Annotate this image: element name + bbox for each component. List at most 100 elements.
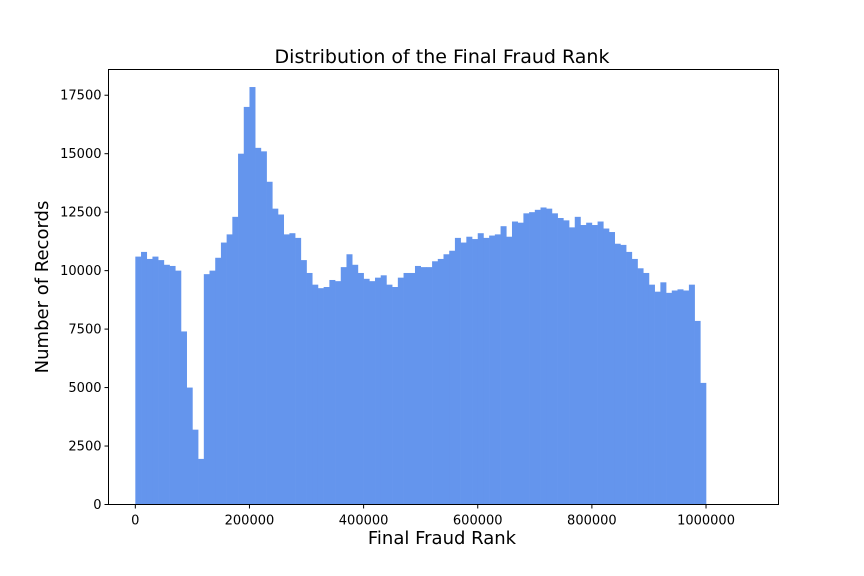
histogram-bar <box>614 243 621 505</box>
histogram-bar <box>369 281 376 505</box>
histogram-bar <box>472 239 479 505</box>
histogram-bar <box>660 282 667 505</box>
histogram-bar <box>529 212 536 505</box>
histogram-bar <box>260 151 267 505</box>
histogram-bar <box>243 106 250 505</box>
histogram-bar <box>597 221 604 505</box>
histogram-bar <box>346 254 353 505</box>
histogram-bar <box>420 267 427 505</box>
histogram-bar <box>580 225 587 505</box>
histogram-bar <box>386 284 393 505</box>
histogram-bar <box>295 237 302 505</box>
histogram-bar <box>392 287 399 505</box>
histogram-bar <box>449 250 456 505</box>
histogram-bar <box>289 233 296 505</box>
y-tick-label: 7500 <box>68 323 101 338</box>
histogram-bar <box>169 265 176 505</box>
x-tick-label: 0 <box>131 514 139 529</box>
histogram-bar <box>563 220 570 505</box>
histogram-bar <box>175 270 182 505</box>
y-tick-label: 17500 <box>60 89 101 104</box>
histogram-bar <box>534 209 541 505</box>
histogram-bar <box>637 268 644 505</box>
histogram-bar <box>626 251 633 505</box>
histogram-bar <box>152 256 159 505</box>
histogram-bar <box>620 244 627 505</box>
histogram-bars <box>135 87 707 505</box>
histogram-bar <box>312 284 319 505</box>
histogram-bar <box>506 236 513 505</box>
y-tick-label: 10000 <box>60 264 101 279</box>
histogram-bar <box>654 291 661 505</box>
histogram-bar <box>226 234 233 505</box>
histogram-bar <box>238 153 245 505</box>
histogram-bar <box>666 292 673 505</box>
histogram-bar <box>300 260 307 505</box>
histogram-bar <box>694 320 701 505</box>
histogram-bar <box>146 258 153 505</box>
histogram-bar <box>135 256 142 505</box>
histogram-bar <box>363 278 370 505</box>
histogram-bar <box>306 272 313 505</box>
x-tick-label: 600000 <box>453 514 503 529</box>
histogram-bar <box>700 382 707 505</box>
histogram-bar <box>283 234 290 505</box>
histogram-bar <box>454 237 461 505</box>
x-tick-label: 400000 <box>339 514 389 529</box>
histogram-bar <box>141 251 148 505</box>
histogram-bar <box>272 208 279 505</box>
histogram-bar <box>163 264 170 505</box>
histogram-bar <box>460 242 467 505</box>
histogram-bar <box>209 270 216 505</box>
histogram-bar <box>375 277 382 505</box>
plot-area-frame <box>108 69 779 505</box>
y-tick-label: 5000 <box>68 381 101 396</box>
histogram-bar <box>500 226 507 505</box>
histogram-bar <box>426 267 433 505</box>
histogram-bar <box>323 287 330 505</box>
histogram-bar <box>671 290 678 505</box>
histogram-bar <box>215 257 222 505</box>
histogram-bar <box>329 279 336 505</box>
histogram-bar <box>591 225 598 505</box>
y-tick-label: 0 <box>93 498 101 513</box>
histogram-bar <box>540 207 547 505</box>
histogram-bar <box>569 227 576 505</box>
histogram-bar <box>432 261 439 505</box>
histogram-bar <box>443 254 450 505</box>
histogram-bar <box>466 236 473 505</box>
x-axis: 0 200000 400000 600000 800000 1000000 <box>131 504 735 529</box>
histogram-bar <box>232 216 239 505</box>
histogram-bar <box>198 458 205 505</box>
y-tick-label: 15000 <box>60 147 101 162</box>
histogram-bar <box>203 274 210 505</box>
histogram-bar <box>511 221 518 505</box>
y-tick-label: 2500 <box>68 440 101 455</box>
histogram-bar <box>683 290 690 505</box>
histogram-bar <box>414 265 421 505</box>
histogram-bar <box>631 258 638 505</box>
histogram-bar <box>266 181 273 505</box>
histogram-bar <box>546 208 553 505</box>
histogram-bar <box>483 237 490 505</box>
histogram-bar <box>643 272 650 505</box>
histogram-bar <box>357 272 364 505</box>
histogram-bar <box>603 228 610 505</box>
histogram-bar <box>409 272 416 505</box>
y-axis-label: Number of Records <box>32 201 53 374</box>
histogram-bar <box>517 222 524 505</box>
histogram-bar <box>677 289 684 505</box>
histogram-bar <box>180 331 187 505</box>
x-axis-label: Final Fraud Rank <box>368 528 517 549</box>
histogram-bar <box>551 213 558 505</box>
histogram-bar <box>477 233 484 505</box>
histogram-bar <box>523 213 530 505</box>
chart-title: Distribution of the Final Fraud Rank <box>275 46 610 68</box>
histogram-bar <box>609 232 616 505</box>
histogram-bar <box>648 284 655 505</box>
histogram-bar <box>255 147 262 505</box>
histogram-bar <box>688 284 695 505</box>
histogram-bar <box>352 264 359 505</box>
histogram-bar <box>192 429 199 505</box>
